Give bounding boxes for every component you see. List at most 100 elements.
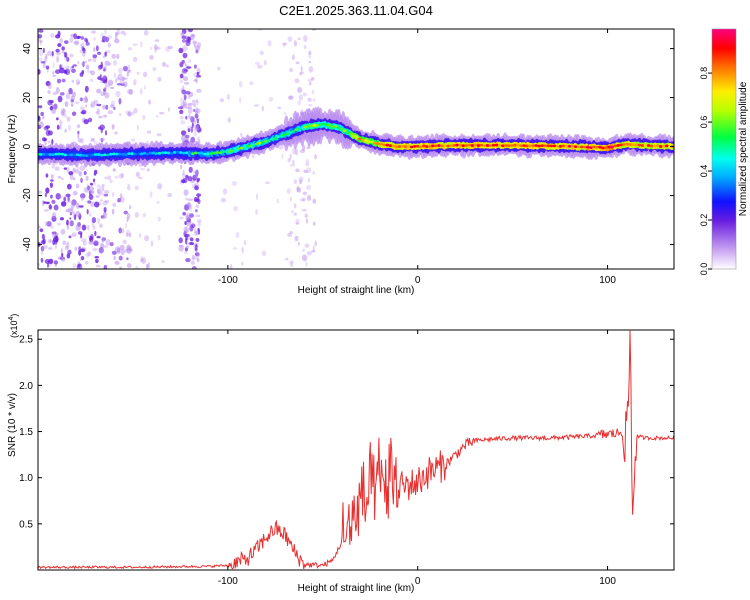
spectrogram-speckle (103, 114, 107, 118)
spectrogram-speckle (277, 106, 282, 110)
spectrogram-speckle (283, 111, 287, 115)
ridge-core (327, 123, 332, 127)
ridge-core (528, 144, 532, 148)
spectrogram-speckle (86, 183, 89, 190)
ridge-core (96, 153, 101, 156)
spectrogram-speckle (47, 99, 53, 106)
spectrogram-speckle (196, 71, 200, 76)
spectrogram-speckle (184, 106, 189, 109)
spectrogram-speckle (257, 64, 263, 69)
spectrogram-speckle (308, 60, 312, 64)
spectrogram-speckle (42, 244, 48, 250)
ridge-core (592, 145, 596, 149)
ridge-core (546, 144, 551, 148)
spectrogram-speckle (220, 197, 227, 203)
ridge-core (367, 140, 371, 143)
spectrogram-speckle (79, 193, 86, 199)
spectrogram-speckle (58, 195, 63, 199)
spectrogram-speckle (185, 238, 188, 245)
spectrogram-speckle (289, 153, 292, 161)
spectrogram-speckle (194, 230, 198, 236)
spectrogram-speckle (53, 103, 58, 110)
spectrogram-speckle (249, 81, 254, 86)
colorbar-tick-label: 0.2 (699, 214, 709, 227)
spectrogram-speckle (70, 103, 74, 107)
snr-y-label: SNR (10 * v/v) (7, 393, 18, 457)
spectrogram-speckle (112, 202, 117, 208)
spectrogram-speckle (293, 203, 297, 209)
ridge-core (133, 152, 138, 156)
spectrogram-speckle (87, 224, 90, 231)
spectrogram-speckle (177, 106, 184, 110)
ridge-core (297, 127, 302, 131)
spectrogram-speckle (111, 208, 115, 215)
spectrogram-speckle (196, 219, 202, 223)
spectrogram-speckle (222, 188, 228, 195)
spectrogram-speckle (91, 216, 97, 224)
spectrogram-speckle (289, 163, 296, 167)
spectrogram-speckle (48, 239, 52, 243)
spectrogram-speckle (182, 37, 186, 44)
spectrogram-speckle (196, 98, 199, 106)
ridge-core (658, 145, 663, 148)
spectrogram-speckle (186, 66, 192, 69)
spectrogram-speckle (86, 67, 90, 74)
spectrogram-speckle (95, 195, 100, 198)
spectrogram-speckle (192, 170, 197, 174)
spectrogram-speckle (40, 245, 45, 252)
ridge-core (84, 154, 89, 157)
spectrogram-speckle (185, 90, 191, 95)
spectrogram-speckle (104, 176, 108, 180)
ridge-core (643, 144, 648, 147)
spectrogram-speckle (61, 78, 66, 83)
spectrogram-speckle (103, 88, 107, 92)
spectrogram-speckle (240, 132, 243, 138)
spectrogram-speckle (289, 95, 293, 99)
spectrogram-speckle (79, 264, 83, 269)
ridge-core (458, 143, 463, 147)
spectrogram-speckle (183, 81, 190, 85)
ridge-core (112, 152, 116, 156)
spectrogram-speckle (105, 239, 111, 246)
spectrogram-speckle (44, 259, 51, 264)
spectrogram-speckle (44, 192, 47, 198)
spectrogram-speckle (56, 124, 60, 130)
spectrogram-speckle (291, 210, 294, 214)
spectrogram-speckle (87, 58, 92, 62)
spectrogram-speckle (40, 251, 44, 256)
spectrogram-speckle (44, 140, 47, 146)
spectrogram-speckle (79, 165, 86, 171)
ridge-core (446, 144, 450, 148)
spectrogram-speckle (104, 264, 108, 268)
spectrogram-speckle (107, 175, 111, 181)
spectrogram-speckle (185, 258, 191, 263)
spectrogram-speckle (38, 225, 41, 229)
colorbar-ticks: 0.0 0.2 0.4 0.6 0.8 (699, 67, 712, 275)
spectrogram-speckle (251, 154, 255, 159)
spectrogram-speckle (116, 82, 122, 86)
snr-y-tick-label: 2.5 (19, 335, 33, 346)
spectrogram-speckle (70, 98, 74, 103)
spectrogram-speckle (132, 43, 138, 46)
snr-y-tick-label: 0.5 (19, 519, 33, 530)
ridge-core (415, 144, 420, 148)
spectrogram-speckle (60, 111, 65, 116)
spectrogram-speckle (301, 254, 308, 262)
ridge-core (610, 145, 614, 149)
spectrogram-speckle (121, 76, 125, 82)
spectrogram-speckle (182, 45, 188, 52)
spectrogram-speckle (187, 201, 191, 208)
spectrogram-speckle (306, 218, 309, 224)
spectrogram-speckle (84, 96, 88, 101)
colorbar-label: Normalized spectral amplitude (738, 81, 749, 216)
spectrogram-speckle (54, 238, 58, 245)
spectrogram-speckle (107, 79, 114, 86)
ridge-core (555, 144, 560, 148)
spectrogram-speckle (110, 86, 115, 90)
spectrogram-speckle (64, 68, 71, 76)
spectrogram-speckle (100, 127, 103, 134)
spectrogram-speckle (146, 264, 150, 269)
spectrogram-speckle (82, 60, 85, 68)
spectrogram-speckle (181, 85, 185, 91)
spectrogram-speckle (69, 53, 74, 58)
